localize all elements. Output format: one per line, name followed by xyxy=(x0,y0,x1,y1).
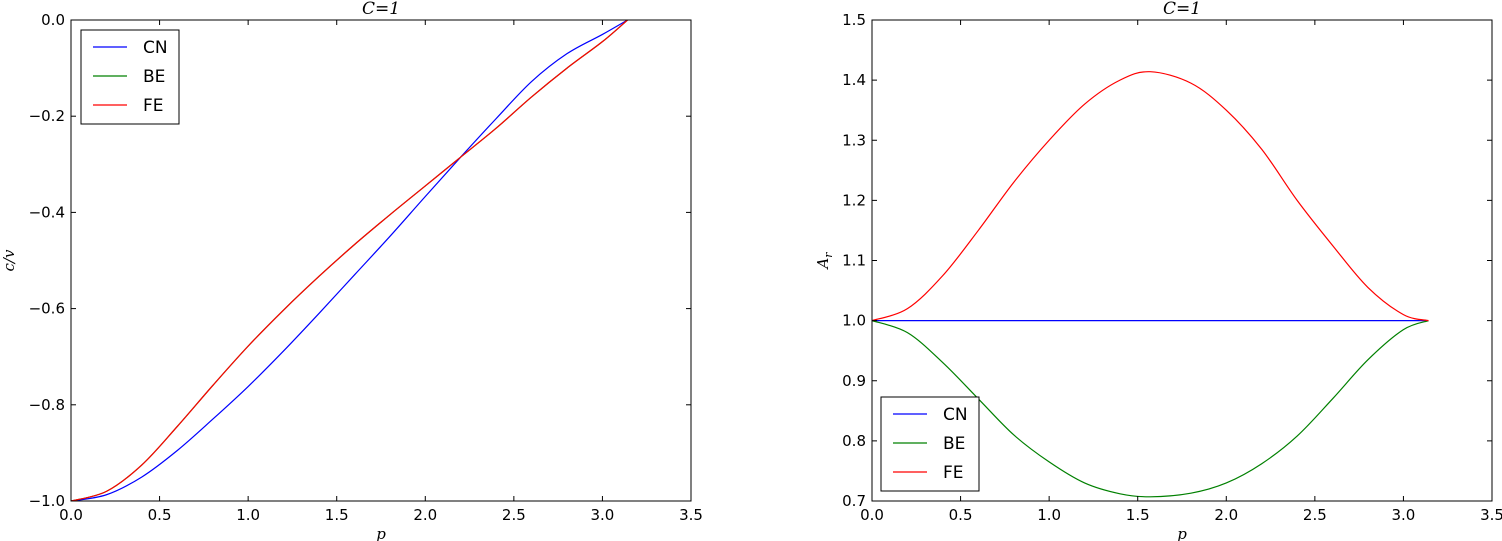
x-axis-label: p xyxy=(1177,525,1187,541)
x-axis-label: p xyxy=(376,525,386,541)
legend-box xyxy=(80,29,180,125)
y-tick-label: −0.6 xyxy=(29,300,65,318)
y-tick-label: 1.2 xyxy=(842,191,866,209)
x-tick-label: 2.5 xyxy=(1303,506,1327,524)
x-tick-label: 3.0 xyxy=(1391,506,1415,524)
y-tick-label: 0.8 xyxy=(842,432,866,450)
legend-label-fe: FE xyxy=(943,463,964,483)
y-tick-label: 1.1 xyxy=(842,252,866,270)
series-group xyxy=(872,71,1429,498)
legend-box xyxy=(880,396,980,492)
legend-label-fe: FE xyxy=(143,96,164,116)
y-tick-label: −0.2 xyxy=(29,107,65,125)
chart-title: C=1 xyxy=(362,0,400,19)
x-tick-label: 1.0 xyxy=(236,506,260,524)
x-tick-label: 1.5 xyxy=(325,506,349,524)
left-chart: 0.0 0.5 1.0 1.5 2.0 2.5 3.0 3.5 −1.0 −0.8 −0.6 −0.4… xyxy=(0,0,703,541)
series-line-fe xyxy=(71,20,628,501)
y-tick-label: 0.0 xyxy=(41,11,65,29)
x-tick-label: 3.5 xyxy=(1480,506,1502,524)
y-tick-label: 1.5 xyxy=(842,11,866,29)
legend-label-cn: CN xyxy=(143,38,168,58)
x-tick-label: 1.5 xyxy=(1126,506,1150,524)
plot-frame xyxy=(70,19,692,502)
y-tick-label: −1.0 xyxy=(29,492,65,510)
y-axis-label: c/v xyxy=(0,249,18,271)
y-tick-label: 1.3 xyxy=(842,131,866,149)
legend: CN BE FE xyxy=(880,396,980,492)
y-tick-label: −0.4 xyxy=(29,203,65,221)
series-line-fe xyxy=(872,71,1429,322)
legend: CN BE FE xyxy=(80,29,180,125)
y-tick-label: 0.7 xyxy=(842,492,866,510)
legend-label-cn: CN xyxy=(943,405,968,425)
series-group xyxy=(71,20,628,501)
y-axis-label: Ar xyxy=(814,252,835,271)
x-tick-label: 2.0 xyxy=(1214,506,1238,524)
y-tick-label: 0.9 xyxy=(842,372,866,390)
x-tick-label: 0.5 xyxy=(949,506,973,524)
legend-label-be: BE xyxy=(143,67,165,87)
y-tick-label: 1.0 xyxy=(842,312,866,330)
x-tick-label: 0.5 xyxy=(148,506,172,524)
x-tick-label: 3.0 xyxy=(590,506,614,524)
x-tick-label: 0.0 xyxy=(59,506,83,524)
y-tick-label: −0.8 xyxy=(29,396,65,414)
chart-title: C=1 xyxy=(1163,0,1201,19)
legend-label-be: BE xyxy=(943,434,965,454)
y-tick-label: 1.4 xyxy=(842,71,866,89)
x-tick-label: 2.0 xyxy=(413,506,437,524)
series-line-cn xyxy=(71,20,628,501)
right-chart: 0.0 0.5 1.0 1.5 2.0 2.5 3.0 3.5 0.7 0.8 0.9 1.0 1.1 1… xyxy=(814,0,1502,541)
x-tick-label: 1.0 xyxy=(1037,506,1061,524)
x-tick-label: 3.5 xyxy=(679,506,703,524)
x-tick-label: 0.0 xyxy=(860,506,884,524)
series-line-be xyxy=(872,320,1429,498)
x-tick-label: 2.5 xyxy=(502,506,526,524)
